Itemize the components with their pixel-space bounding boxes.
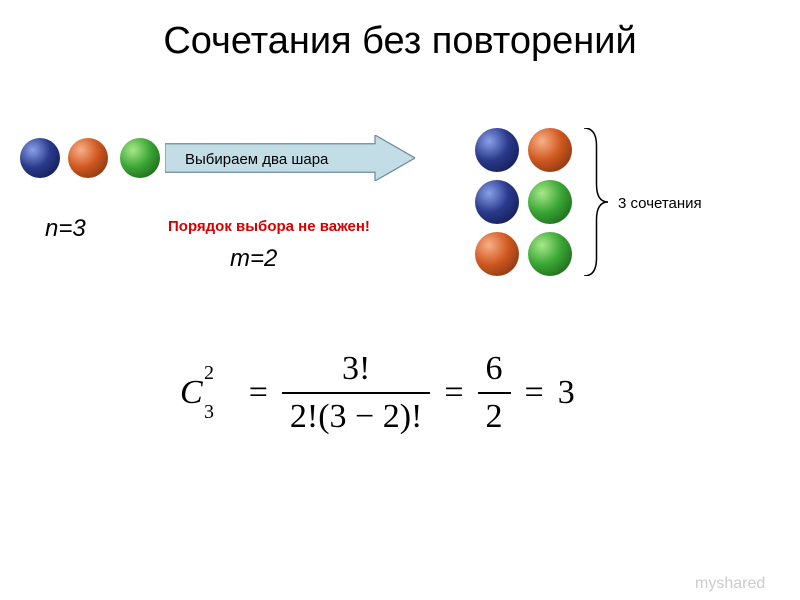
- ball-orange: [475, 232, 519, 276]
- ball-orange: [68, 138, 108, 178]
- order-not-important-label: Порядок выбора не важен!: [168, 218, 370, 235]
- ball-green: [528, 180, 572, 224]
- ball-green: [120, 138, 160, 178]
- ball-blue: [475, 128, 519, 172]
- formula-result: 3: [558, 374, 575, 412]
- equals-sign: =: [249, 374, 268, 412]
- formula-num1: 3!: [334, 350, 378, 392]
- formula-c-base: C: [180, 374, 203, 411]
- formula-c-sup: 2: [204, 362, 214, 385]
- arrow-label: Выбираем два шара: [185, 151, 328, 168]
- n-label: n=3: [45, 215, 86, 243]
- brace-icon: [580, 128, 610, 276]
- slide-title: Сочетания без повторений: [0, 20, 800, 63]
- watermark: myshared: [695, 575, 765, 593]
- formula-den2: 2: [478, 392, 511, 436]
- ball-blue: [475, 180, 519, 224]
- combinations-count-label: 3 сочетания: [618, 195, 702, 212]
- ball-orange: [528, 128, 572, 172]
- formula-c-sub: 3: [204, 401, 214, 424]
- equals-sign: =: [525, 374, 544, 412]
- formula-den1: 2!(3 − 2)!: [282, 392, 430, 436]
- ball-green: [528, 232, 572, 276]
- formula: C 2 3 = 3! 2!(3 − 2)! = 6 2 = 3: [180, 350, 575, 436]
- equals-sign: =: [444, 374, 463, 412]
- m-label: m=2: [230, 245, 277, 273]
- formula-num2: 6: [478, 350, 511, 392]
- ball-blue: [20, 138, 60, 178]
